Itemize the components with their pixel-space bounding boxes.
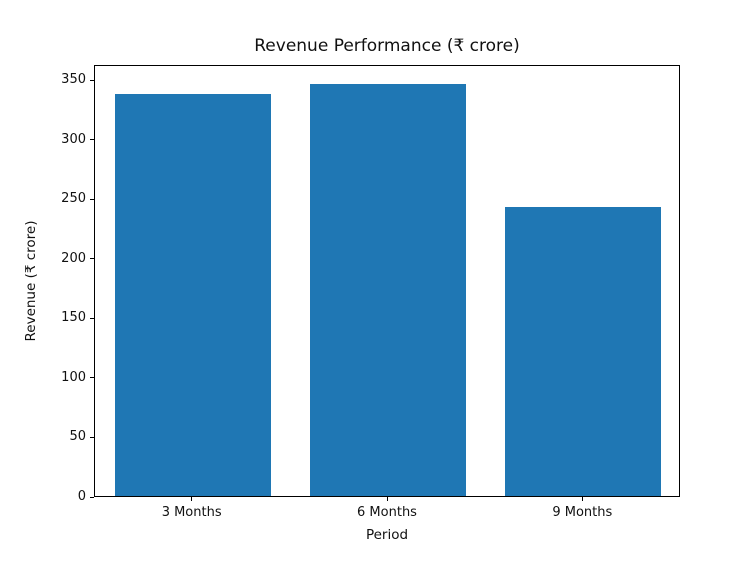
x-tick-mark [191,497,193,501]
x-tick-mark [386,497,388,501]
x-axis-label: Period [365,527,409,543]
y-tick-label: 300 [61,131,86,147]
x-tick-label: 9 Months [552,505,613,520]
y-tick-mark [90,436,94,438]
bar-3-months [114,93,271,496]
plot-area [94,65,680,497]
y-tick-mark [90,317,94,319]
y-tick-mark [90,139,94,141]
y-tick-label: 50 [69,429,86,445]
y-tick-mark [90,198,94,200]
y-tick-mark [90,377,94,379]
bar-6-months [309,84,467,496]
y-tick-label: 150 [61,310,86,326]
y-tick-label: 350 [61,72,86,88]
y-tick-mark [90,258,94,260]
x-tick-label: 3 Months [161,505,222,520]
chart-title: Revenue Performance (₹ crore) [254,36,520,56]
y-tick-label: 250 [61,191,86,207]
y-tick-label: 200 [61,250,86,266]
y-tick-label: 100 [61,369,86,385]
x-tick-mark [581,497,583,501]
y-tick-mark [90,496,94,498]
y-tick-label: 0 [77,489,86,504]
x-tick-label: 6 Months [357,505,417,520]
bar-9-months [505,206,662,496]
y-tick-mark [90,79,94,81]
